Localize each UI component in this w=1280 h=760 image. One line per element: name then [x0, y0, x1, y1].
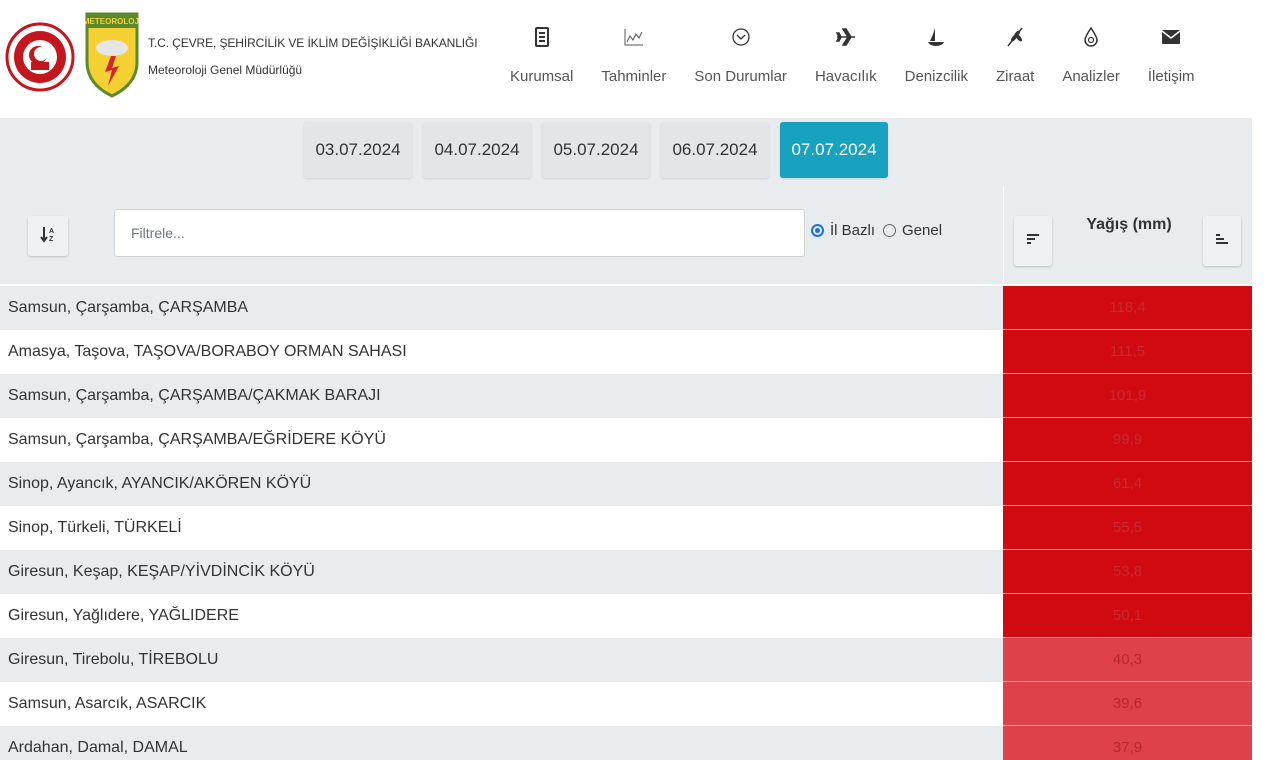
- value-column-header: Yağış (mm): [1003, 186, 1252, 284]
- nav-label: Son Durumlar: [694, 68, 787, 85]
- precip-value: 50,1: [1003, 594, 1252, 638]
- precip-value: 101,9: [1003, 374, 1252, 418]
- nav-label: Tahminler: [601, 68, 667, 85]
- date-bar: 03.07.2024 04.07.2024 05.07.2024 06.07.2…: [0, 118, 1280, 186]
- drop-icon: [1083, 22, 1099, 52]
- date-tab[interactable]: 03.07.2024: [304, 122, 412, 178]
- nav-label: Havacılık: [814, 68, 877, 85]
- station-name: Ardahan, Damal, DAMAL: [8, 739, 188, 756]
- nav-label: İletişim: [1147, 68, 1195, 85]
- sort-asc-icon: [1215, 232, 1229, 250]
- station-name: Samsun, Asarcık, ASARCIK: [8, 695, 207, 712]
- date-tabs: 03.07.2024 04.07.2024 05.07.2024 06.07.2…: [304, 122, 888, 178]
- wheat-icon: [1006, 22, 1024, 52]
- precip-value: 40,3: [1003, 638, 1252, 682]
- document-icon: [534, 22, 549, 52]
- nav-item-kurumsal[interactable]: Kurumsal: [496, 22, 587, 102]
- nav-item-iletisim[interactable]: İletişim: [1134, 22, 1209, 102]
- nav-label: Denizcilik: [904, 68, 968, 85]
- ministry-logo[interactable]: [5, 12, 75, 102]
- station-name: Sinop, Türkeli, TÜRKELİ: [8, 519, 182, 536]
- precip-value: 55,5: [1003, 506, 1252, 550]
- radio-general-label[interactable]: Genel: [902, 222, 943, 239]
- precip-value: 118,4: [1003, 286, 1252, 330]
- table-row[interactable]: Sinop, Türkeli, TÜRKELİ 55,5: [0, 506, 1252, 550]
- radio-province[interactable]: [811, 224, 824, 237]
- table-row[interactable]: Samsun, Asarcık, ASARCIK 39,6: [0, 682, 1252, 726]
- site-header: METEOROLOJİ T.C. ÇEVRE, ŞEHİRCİLİK VE İK…: [0, 0, 1280, 118]
- nav-label: Kurumsal: [510, 68, 574, 85]
- date-tab[interactable]: 04.07.2024: [423, 122, 531, 178]
- station-name: Samsun, Çarşamba, ÇARŞAMBA: [8, 299, 249, 316]
- svg-text:A: A: [49, 228, 54, 235]
- main-nav: Kurumsal Tahminler Son Durumlar Havacılı…: [496, 22, 1209, 102]
- precipitation-table: Samsun, Çarşamba, ÇARŞAMBA 118,4 Amasya,…: [0, 286, 1252, 760]
- department-name: Meteoroloji Genel Müdürlüğü: [148, 63, 303, 77]
- envelope-icon: [1161, 22, 1181, 52]
- svg-text:Z: Z: [49, 236, 54, 243]
- chart-icon: [624, 22, 644, 52]
- nav-item-havacilik[interactable]: Havacılık: [801, 22, 891, 102]
- precip-value: 99,9: [1003, 418, 1252, 462]
- filter-input[interactable]: [114, 209, 805, 257]
- date-tab-active[interactable]: 07.07.2024: [780, 122, 888, 178]
- nav-label: Analizler: [1062, 68, 1120, 85]
- nav-item-ziraat[interactable]: Ziraat: [982, 22, 1048, 102]
- station-name: Giresun, Keşap, KEŞAP/YİVDİNCİK KÖYÜ: [8, 563, 315, 580]
- station-name: Giresun, Tirebolu, TİREBOLU: [8, 651, 219, 668]
- boat-icon: [927, 22, 945, 52]
- table-row[interactable]: Samsun, Çarşamba, ÇARŞAMBA/EĞRİDERE KÖYÜ…: [0, 418, 1252, 462]
- chevron-circle-icon: [732, 22, 750, 52]
- precip-value: 53,8: [1003, 550, 1252, 594]
- nav-item-son-durumlar[interactable]: Son Durumlar: [680, 22, 801, 102]
- table-row[interactable]: Samsun, Çarşamba, ÇARŞAMBA/ÇAKMAK BARAJI…: [0, 374, 1252, 418]
- logo-text: METEOROLOJİ: [85, 17, 139, 26]
- station-name: Sinop, Ayancık, AYANCIK/AKÖREN KÖYÜ: [8, 475, 312, 492]
- nav-label: Ziraat: [995, 68, 1035, 85]
- airplane-icon: [835, 22, 856, 52]
- station-name: Amasya, Taşova, TAŞOVA/BORABOY ORMAN SAH…: [8, 343, 407, 360]
- scope-radio-group: İl Bazlı Genel: [811, 222, 950, 239]
- station-name: Giresun, Yağlıdere, YAĞLIDERE: [8, 607, 239, 624]
- table-row[interactable]: Sinop, Ayancık, AYANCIK/AKÖREN KÖYÜ 61,4: [0, 462, 1252, 506]
- sort-desc-button[interactable]: [1014, 216, 1052, 266]
- table-row[interactable]: Samsun, Çarşamba, ÇARŞAMBA 118,4: [0, 286, 1252, 330]
- table-row[interactable]: Ardahan, Damal, DAMAL 37,9: [0, 726, 1252, 760]
- precip-value: 111,5: [1003, 330, 1252, 374]
- table-row[interactable]: Giresun, Yağlıdere, YAĞLIDERE 50,1: [0, 594, 1252, 638]
- nav-item-tahminler[interactable]: Tahminler: [587, 22, 680, 102]
- table-row[interactable]: Giresun, Keşap, KEŞAP/YİVDİNCİK KÖYÜ 53,…: [0, 550, 1252, 594]
- nav-item-denizcilik[interactable]: Denizcilik: [891, 22, 982, 102]
- station-name: Samsun, Çarşamba, ÇARŞAMBA/ÇAKMAK BARAJI: [8, 387, 381, 404]
- sort-desc-icon: [1026, 232, 1040, 250]
- nav-item-analizler[interactable]: Analizler: [1048, 22, 1134, 102]
- radio-general[interactable]: [883, 224, 897, 237]
- precip-value: 39,6: [1003, 682, 1252, 726]
- table-row[interactable]: Amasya, Taşova, TAŞOVA/BORABOY ORMAN SAH…: [0, 330, 1252, 374]
- page-margin: [1252, 118, 1280, 760]
- station-name: Samsun, Çarşamba, ÇARŞAMBA/EĞRİDERE KÖYÜ: [8, 431, 386, 448]
- ministry-name: T.C. ÇEVRE, ŞEHİRCİLİK VE İKLİM DEĞİŞİKL…: [148, 36, 478, 50]
- precip-value: 37,9: [1003, 726, 1252, 760]
- precip-value: 61,4: [1003, 462, 1252, 506]
- date-tab[interactable]: 05.07.2024: [542, 122, 650, 178]
- column-title: Yağış (mm): [1086, 216, 1172, 233]
- filter-row: AZ İl Bazlı Genel Yağış (mm): [0, 186, 1280, 284]
- radio-province-label[interactable]: İl Bazlı: [830, 222, 876, 239]
- meteorology-logo[interactable]: METEOROLOJİ: [85, 12, 139, 98]
- table-row[interactable]: Giresun, Tirebolu, TİREBOLU 40,3: [0, 638, 1252, 682]
- date-tab[interactable]: 06.07.2024: [661, 122, 769, 178]
- sort-asc-button[interactable]: [1203, 216, 1241, 266]
